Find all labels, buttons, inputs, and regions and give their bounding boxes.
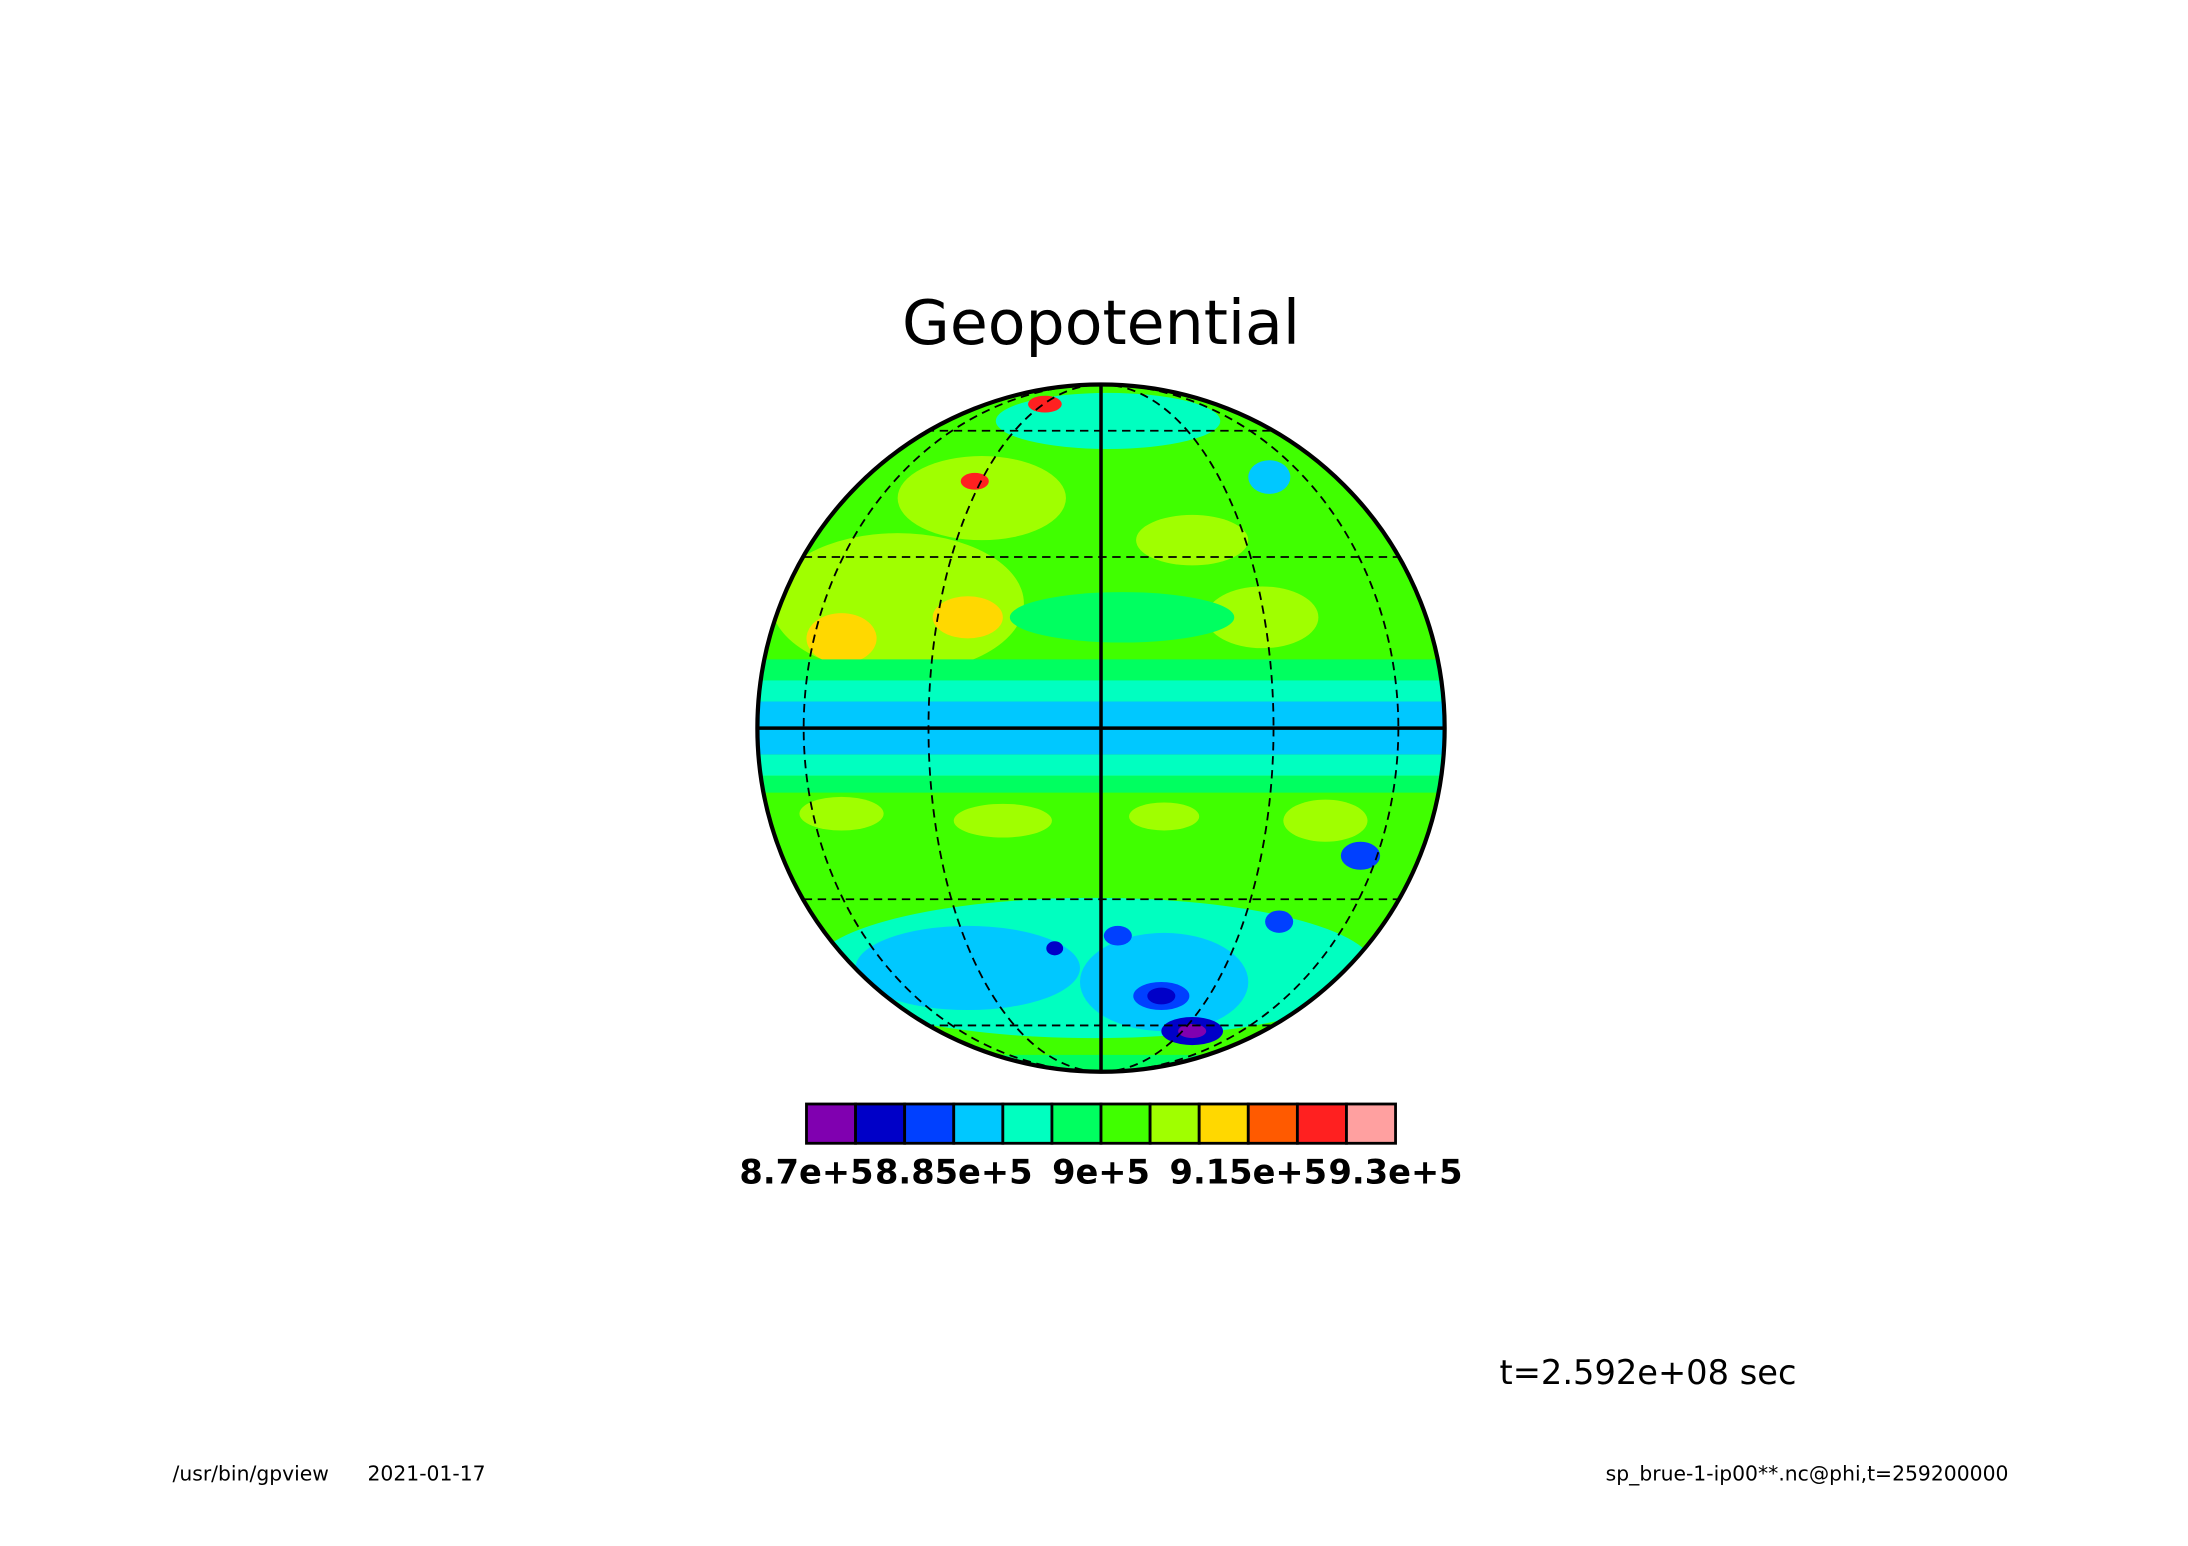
colorbar-box [1295,1102,1348,1145]
colorbar: 8.7e+5 8.85e+5 9e+5 9.15e+5 9.3e+5 [739,1102,1463,1192]
colorbar-tick-label: 8.85e+5 [875,1153,1032,1192]
colorbar-box [952,1102,1005,1145]
colorbar-box [1345,1102,1397,1145]
colorbar-box [854,1102,907,1145]
footer-date: 2021-01-17 [367,1461,485,1485]
colorbar-box [805,1102,857,1145]
colorbar-tick-label: 9e+5 [1052,1153,1150,1192]
globe-outline [755,382,1447,1074]
colorbar-tick-label: 9.15e+5 [1170,1153,1327,1192]
footer-program: /usr/bin/gpview [173,1461,329,1485]
colorbar-box [1099,1102,1152,1145]
colorbar-box [1246,1102,1299,1145]
colorbar-box [1050,1102,1103,1145]
colorbar-box [903,1102,956,1145]
colorbar-tick-label: 8.7e+5 [739,1153,873,1192]
colorbar-box [1197,1102,1250,1145]
colorbar-tick-label: 9.3e+5 [1329,1153,1463,1192]
colorbar-box [1148,1102,1201,1145]
footer-file: sp_brue-1-ip00**.nc@phi,t=259200000 [1606,1461,2009,1486]
time-label: t=2.592e+08 sec [1500,1353,1797,1392]
colorbar-box [1001,1102,1054,1145]
chart-title: Geopotential [902,287,1300,359]
